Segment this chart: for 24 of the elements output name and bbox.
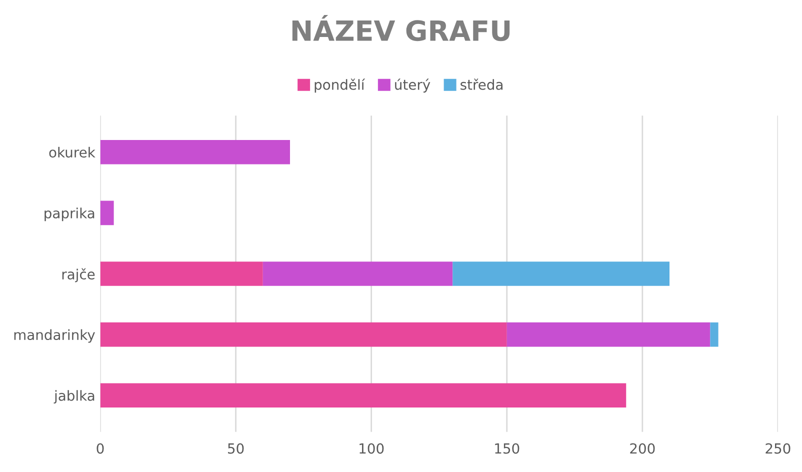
y-tick-label: mandarinky: [14, 329, 95, 343]
x-tick-label: 150: [495, 443, 520, 454]
chart-title: NÁZEV GRAFU: [292, 15, 510, 42]
bar: [100, 322, 507, 347]
legend-label: pondělí: [314, 78, 366, 93]
bar: [262, 262, 453, 286]
x-tick-label: 200: [630, 443, 655, 454]
x-tick-label: 0: [96, 443, 104, 454]
bar: [452, 262, 670, 286]
y-tick-label: paprika: [44, 208, 94, 222]
x-tick-label: 50: [228, 443, 244, 454]
legend-label: středa: [460, 78, 502, 90]
bar: [506, 322, 710, 347]
x-tick-label: 250: [766, 443, 790, 454]
y-tick-label: rajče: [62, 268, 95, 282]
legend-label: úterý: [395, 78, 430, 93]
bar: [100, 262, 263, 286]
bar: [100, 140, 290, 164]
x-tick-label: 100: [360, 443, 384, 454]
bar: [100, 383, 626, 408]
y-tick-label: okurek: [49, 146, 96, 158]
bar: [710, 322, 718, 347]
y-tick-label: jablka: [54, 390, 94, 404]
bar: [100, 200, 114, 226]
